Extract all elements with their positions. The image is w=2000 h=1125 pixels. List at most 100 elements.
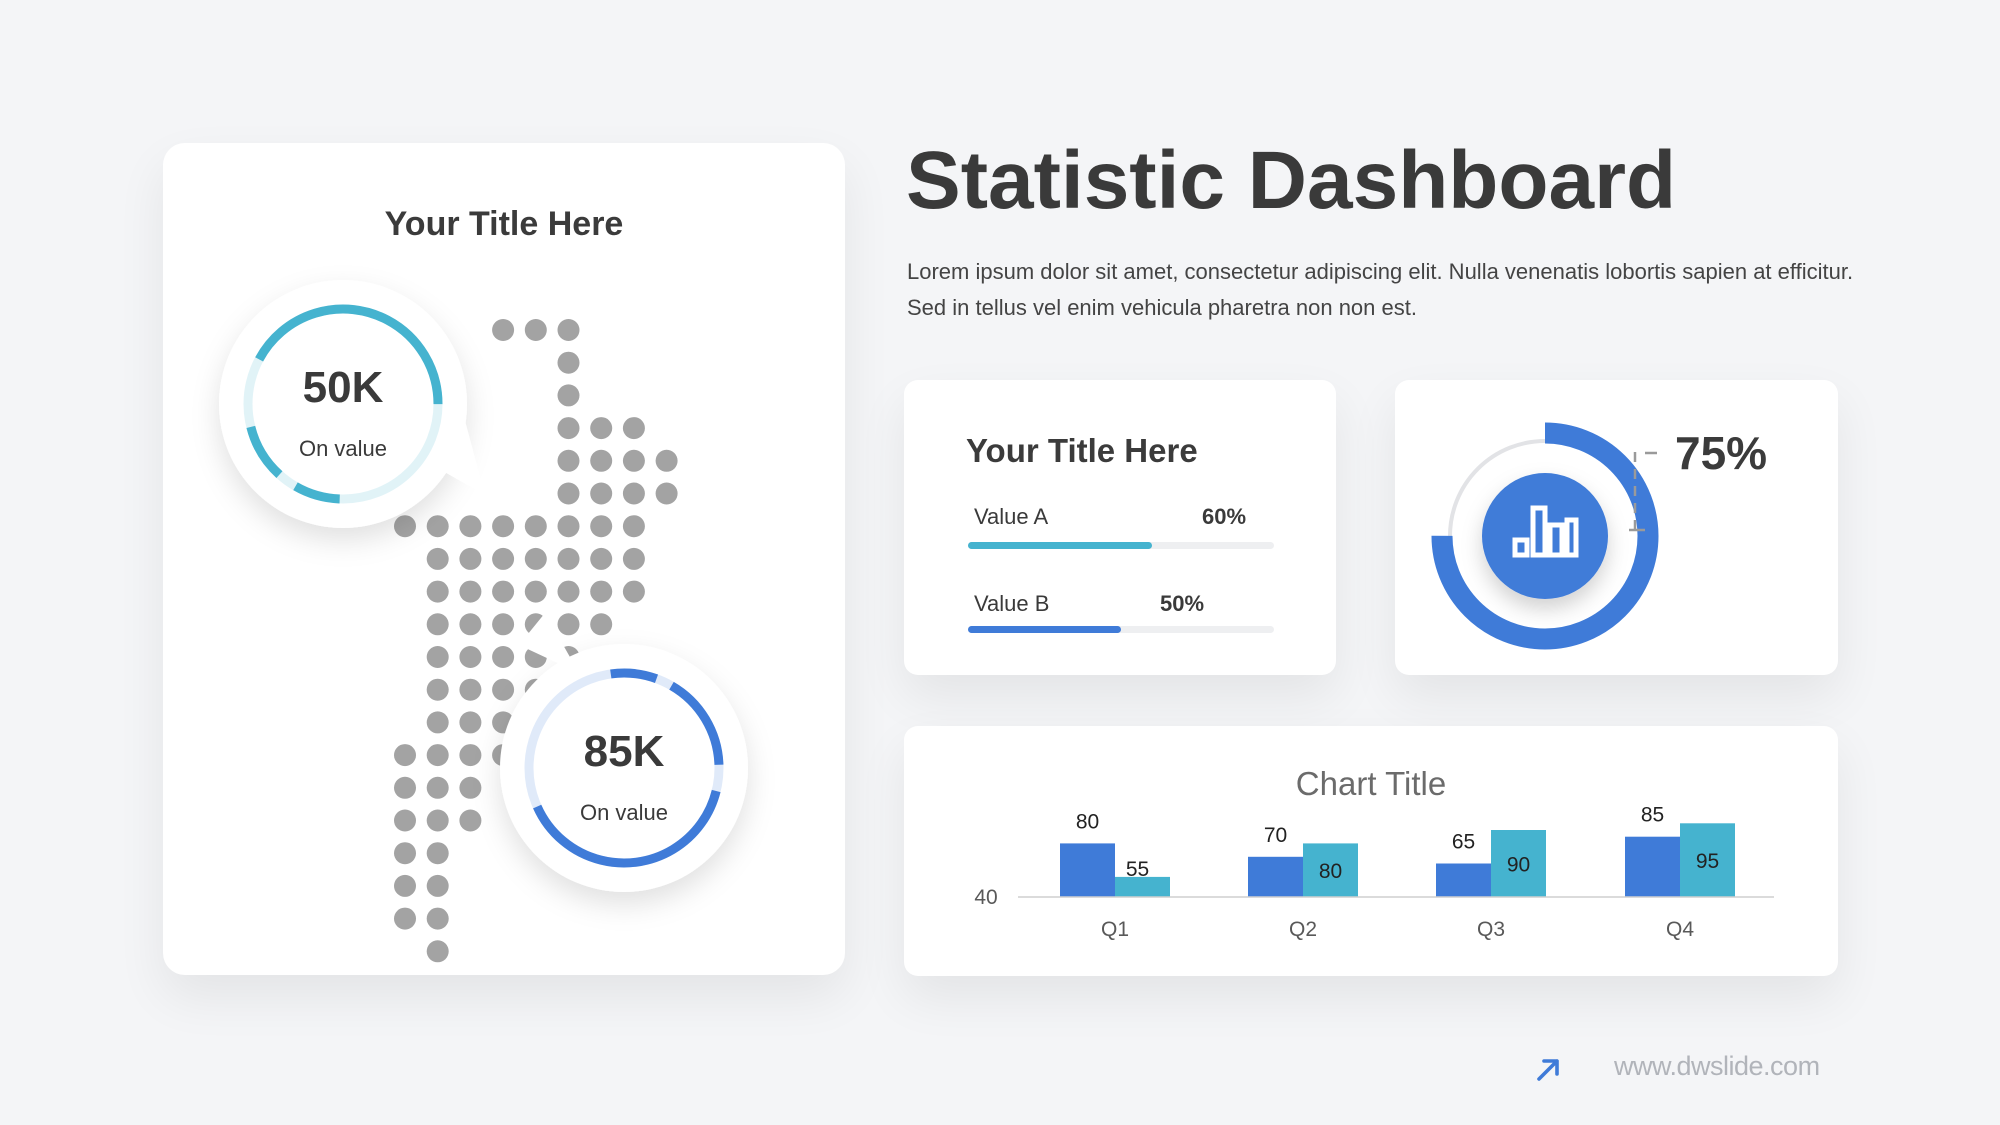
map-dot [524, 319, 547, 341]
donut-gauge [1431, 422, 1659, 650]
bar-value-label: 95 [1696, 850, 1719, 873]
page-description: Lorem ipsum dolor sit amet, consectetur … [907, 259, 1854, 320]
bar-s2-q4 [1680, 823, 1735, 897]
map-dot [394, 744, 416, 767]
x-tick-label: Q2 [1289, 918, 1317, 941]
map-card: 50K On value 85K On value Your Title Here [163, 143, 845, 975]
map-dot [459, 744, 482, 767]
bar-value-label: 85 [1641, 804, 1664, 827]
bar-s2-q3 [1491, 830, 1546, 897]
map-dot [459, 711, 482, 734]
callout-1: 50K On value [219, 280, 485, 528]
callout-2: 85K On value [500, 613, 748, 892]
map-dot [394, 907, 416, 930]
bar-s1-q2 [1248, 856, 1303, 897]
callout-ring-arc [524, 668, 724, 868]
map-dot [622, 547, 645, 570]
map-callouts: 50K On value 85K On value [219, 280, 748, 892]
bar-s2-q1 [1115, 876, 1170, 897]
map-dot [557, 351, 580, 374]
map-dot [492, 515, 515, 538]
map-dot [590, 613, 613, 636]
map-dot [557, 580, 580, 603]
bar-value-label: 65 [1452, 831, 1475, 854]
map-dot [426, 547, 449, 570]
bar-value-label: 80 [1076, 810, 1099, 833]
map-dot [492, 319, 515, 341]
map-dot [524, 547, 547, 570]
map-dot [655, 482, 678, 505]
callout-value: 50K [303, 363, 384, 412]
map-dot [590, 580, 613, 603]
map-dot [426, 809, 449, 832]
map-dot [459, 515, 482, 538]
bar-value-label: 90 [1507, 854, 1530, 877]
chart-title: Chart Title [1296, 765, 1446, 802]
map-dot [622, 449, 645, 472]
value-a-fill [968, 542, 1152, 549]
map-dot [426, 613, 449, 636]
map-dot [394, 776, 416, 799]
progress-card-title: Your Title Here [966, 432, 1198, 469]
callout-ring-arc [524, 668, 724, 868]
map-dot [426, 874, 449, 897]
x-tick-label: Q1 [1101, 918, 1129, 941]
map-dot [524, 580, 547, 603]
map-dot [557, 384, 580, 407]
map-dot [557, 319, 580, 341]
map-dot [426, 646, 449, 668]
progress-card: Your Title Here Value A 60% Value B 50% [904, 380, 1336, 675]
donut-card: 75% [1395, 380, 1838, 675]
map-dot [426, 515, 449, 538]
map-dot [459, 646, 482, 668]
callout-ring-arc [243, 304, 443, 504]
callout-ring-arc [243, 304, 443, 504]
map-dot [557, 482, 580, 505]
bar-chart-card: Chart Title 40 80 55 Q1 70 80 Q2 65 90 Q3 85 95 Q4 [904, 726, 1838, 976]
value-a-label: Value A [974, 504, 1049, 529]
map-dot [426, 940, 449, 963]
map-dot [394, 809, 416, 832]
dot-map-dots [394, 319, 678, 963]
map-dot [492, 613, 515, 636]
map-dot [459, 809, 482, 832]
map-dot [622, 482, 645, 505]
bar-chart-icon [1512, 505, 1579, 558]
map-dot [394, 842, 416, 865]
map-dot [557, 613, 580, 636]
map-dot [426, 678, 449, 701]
map-dot [459, 547, 482, 570]
map-dot [459, 776, 482, 799]
bar-s1-q3 [1436, 863, 1491, 897]
map-dot [590, 417, 613, 440]
value-a-track [968, 542, 1274, 549]
bar-s2-q2 [1303, 843, 1358, 897]
value-b-track [968, 626, 1274, 633]
map-dot [557, 515, 580, 538]
map-dot [426, 842, 449, 865]
map-dot [492, 547, 515, 570]
bar-s1-q4 [1625, 836, 1680, 897]
x-tick-label: Q4 [1666, 918, 1694, 941]
bar-s1-q1 [1060, 843, 1115, 897]
value-b-label: Value B [974, 591, 1050, 616]
map-dot [590, 482, 613, 505]
map-dot [492, 646, 515, 668]
bar-value-label: 55 [1126, 858, 1149, 881]
map-dot [524, 515, 547, 538]
page-title: Statistic Dashboard [906, 135, 1677, 226]
map-dot [459, 580, 482, 603]
callout-label: On value [580, 800, 668, 825]
map-card-title: Your Title Here [384, 205, 624, 243]
map-dot [394, 515, 416, 538]
bar-value-label: 80 [1319, 860, 1342, 883]
map-dot [426, 580, 449, 603]
footer-url: www.dwslide.com [1614, 1051, 1820, 1081]
value-b-fill [968, 626, 1121, 633]
map-dot [655, 449, 678, 472]
value-a-percent: 60% [1202, 504, 1247, 529]
donut-progress-arc [1431, 422, 1659, 650]
value-b-percent: 50% [1160, 591, 1205, 616]
map-dot [557, 547, 580, 570]
arrow-up-right-icon [1537, 1059, 1559, 1081]
